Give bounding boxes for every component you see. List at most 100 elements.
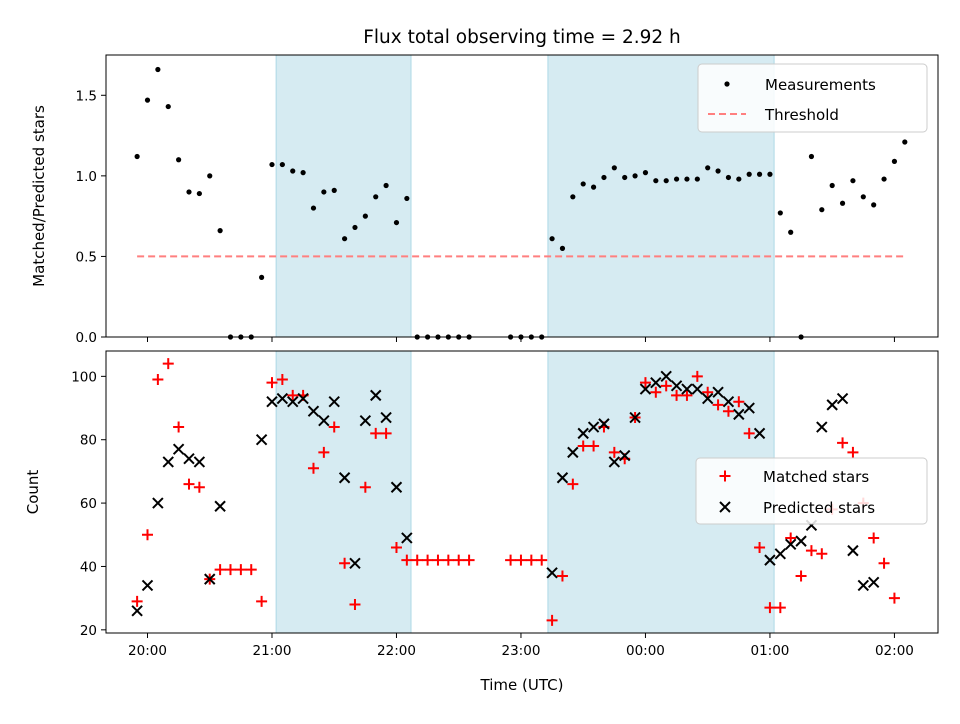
predicted-star-point xyxy=(349,557,361,569)
measurement-point xyxy=(767,171,773,177)
measurement-legend-marker xyxy=(724,81,730,87)
matched-star-point xyxy=(453,554,465,566)
measurement-point xyxy=(839,200,846,206)
bottom-y-axis: 20 40 60 80 100 xyxy=(71,369,106,639)
y-tick-label: 1.0 xyxy=(76,169,97,185)
measurement-point xyxy=(642,170,649,176)
predicted-star-point xyxy=(836,392,849,405)
predicted-star-point xyxy=(598,418,610,430)
predicted-star-point xyxy=(608,456,621,468)
measurement-point xyxy=(196,190,202,197)
predicted-star-point xyxy=(390,481,403,493)
predicted-star-point xyxy=(162,456,174,468)
predicted-star-point xyxy=(826,399,838,411)
matched-star-point xyxy=(719,470,731,482)
matched-star-point xyxy=(276,374,288,386)
matched-star-point xyxy=(774,602,786,614)
predicted-star-point xyxy=(338,472,351,484)
x-tick-label: 01:00 xyxy=(750,643,789,659)
measurement-point xyxy=(186,189,192,195)
predicted-star-point xyxy=(546,567,558,579)
measurement-point xyxy=(165,103,171,110)
matched-star-point xyxy=(722,405,734,417)
matched-star-point xyxy=(733,396,745,408)
predicted-star-point xyxy=(172,443,185,455)
matched-star-point xyxy=(567,478,579,490)
predicted-star-point xyxy=(712,386,724,398)
y-tick-label: 1.5 xyxy=(76,88,97,104)
matched-star-point xyxy=(639,377,651,389)
predicted-star-point xyxy=(328,395,340,408)
matched-star-point xyxy=(411,554,423,566)
matched-star-point xyxy=(370,427,382,439)
measurement-point xyxy=(611,165,617,171)
measurement-point xyxy=(217,228,223,234)
measurement-point xyxy=(871,202,877,208)
predicted-star-point xyxy=(297,392,309,405)
predicted-star-point xyxy=(733,408,745,421)
predicted-star-point xyxy=(276,392,289,405)
measurement-point xyxy=(383,182,389,189)
measurement-point xyxy=(580,181,586,187)
matched-star-point xyxy=(214,564,226,576)
predicted-star-point xyxy=(255,434,268,446)
y-tick-label: 60 xyxy=(80,496,97,512)
matched-star-point xyxy=(141,529,153,541)
star-count-points xyxy=(132,358,900,626)
measurement-point xyxy=(393,219,400,226)
predicted-star-point xyxy=(691,383,704,395)
measurement-point xyxy=(207,173,213,179)
y-tick-label: 100 xyxy=(71,369,97,385)
measurement-point xyxy=(342,236,348,242)
observing-interval-shading xyxy=(275,350,775,634)
matched-star-point xyxy=(577,440,589,452)
ratio-panel: 0.0 0.5 1.0 1.5 Matched/Predicted stars Mea… xyxy=(30,54,939,346)
predicted-star-point xyxy=(753,427,766,440)
predicted-star-point xyxy=(681,383,693,395)
predicted-star-point xyxy=(743,402,755,414)
measurement-point xyxy=(570,194,576,200)
measurement-point xyxy=(373,194,379,200)
measurement-point xyxy=(725,174,732,181)
predicted-star-point xyxy=(719,501,731,513)
predicted-star-point xyxy=(774,548,787,560)
x-axis: 20:00 21:00 22:00 23:00 00:00 01:00 02:00 xyxy=(128,633,914,659)
predicted-star-point xyxy=(722,395,735,408)
predicted-star-point xyxy=(701,392,714,405)
matched-star-point xyxy=(536,554,548,566)
measurement-point xyxy=(134,153,140,160)
matched-star-point xyxy=(224,564,236,576)
matched-star-point xyxy=(505,554,517,566)
measurement-point xyxy=(601,174,607,181)
measurement-point xyxy=(622,174,628,181)
matched-star-point xyxy=(712,399,724,411)
predicted-star-point xyxy=(618,449,631,462)
matched-star-point xyxy=(878,557,890,569)
predicted-star-point xyxy=(183,453,195,465)
predicted-star-point xyxy=(577,427,589,440)
top-x-ticks xyxy=(146,337,895,342)
measurement-point xyxy=(808,153,815,160)
matched-star-point xyxy=(816,548,828,560)
x-tick-label: 00:00 xyxy=(626,643,665,659)
matched-star-point xyxy=(390,541,402,553)
bottom-axes-frame xyxy=(105,350,939,634)
matched-star-point xyxy=(162,358,174,370)
predicted-star-point xyxy=(359,415,372,427)
matched-star-point xyxy=(193,481,205,493)
measurement-point xyxy=(290,168,296,174)
measurement-point xyxy=(590,184,597,190)
matched-star-point xyxy=(432,554,444,566)
matched-star-point xyxy=(847,446,859,458)
measurement-point xyxy=(269,161,275,168)
predicted-star-point xyxy=(141,579,154,592)
predicted-star-point xyxy=(795,535,807,547)
top-legend: Measurements Threshold xyxy=(697,63,928,133)
count-panel: 20 40 60 80 100 20:00 21:00 22:00 23:00 00:00 01:… xyxy=(24,350,939,694)
matched-star-point xyxy=(795,570,807,582)
matched-star-point xyxy=(318,446,330,458)
matched-star-point xyxy=(401,554,413,566)
legend-box xyxy=(697,63,928,133)
matched-star-point xyxy=(525,554,537,566)
bottom-legend: Matched stars Predicted stars xyxy=(695,457,928,525)
